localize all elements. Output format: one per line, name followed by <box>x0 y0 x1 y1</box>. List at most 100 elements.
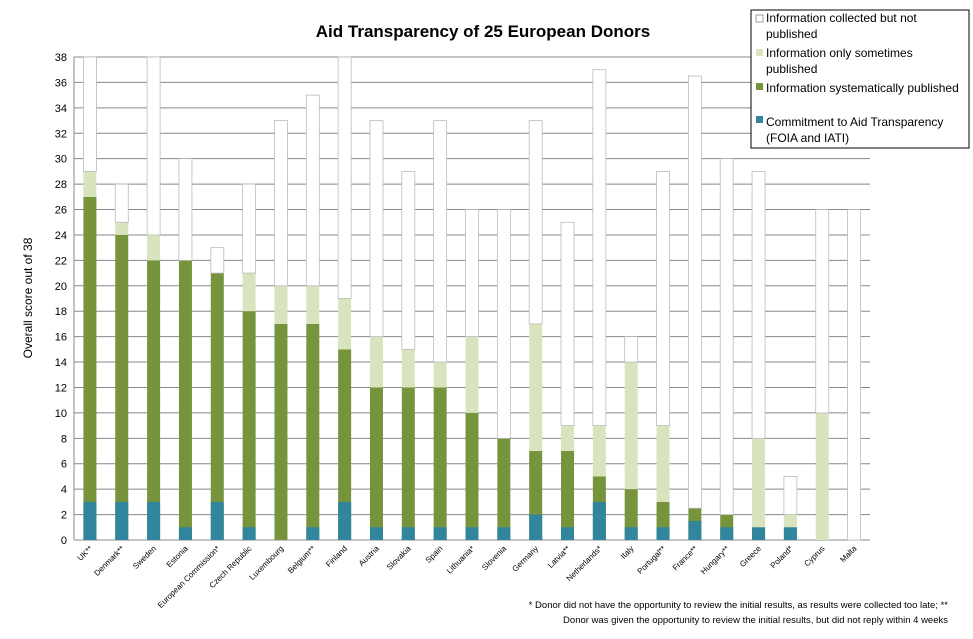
y-tick-label: 10 <box>55 408 67 420</box>
bar-segment-not-published <box>369 120 384 338</box>
bar-segment-not-published <box>114 183 129 223</box>
x-tick-label: Latvia** <box>546 544 572 570</box>
bar-segment-systematic <box>561 451 575 540</box>
bar-segment-commitment <box>752 527 766 540</box>
x-tick-label: Spain <box>424 544 445 565</box>
bar-segment-sometimes <box>752 438 766 528</box>
bar-segment-not-published <box>83 56 97 172</box>
bar-segment-commitment <box>720 527 734 540</box>
bar-segment-sometimes <box>369 336 383 388</box>
bar-segment-commitment <box>433 527 447 540</box>
x-tick-label: Cyprus <box>802 544 826 568</box>
x-tick-label: Germany <box>510 544 540 574</box>
bar-segment-sometimes <box>274 285 288 324</box>
bar-segment-commitment <box>624 527 638 540</box>
bar-segment-commitment <box>401 527 415 540</box>
legend-label: Information collected but not published <box>766 11 917 41</box>
bar-segment-not-published <box>783 476 798 515</box>
footnote-line: * Donor did not have the opportunity to … <box>529 600 949 611</box>
legend-label: Commitment to Aid Transparency (FOIA and … <box>766 115 943 145</box>
y-tick-label: 32 <box>55 128 67 140</box>
bar-segment-commitment <box>369 527 383 540</box>
y-tick-label: 14 <box>55 357 67 369</box>
bar-segment-sometimes <box>147 234 161 261</box>
y-tick-label: 6 <box>61 459 67 471</box>
bar-segment-sometimes <box>242 273 256 312</box>
bar-segment-commitment <box>83 501 97 540</box>
bar-segment-commitment <box>688 520 702 540</box>
legend-box <box>750 9 970 149</box>
y-tick-label: 20 <box>55 281 67 293</box>
bar-segment-not-published <box>305 94 320 287</box>
bar-segment-commitment <box>656 527 670 540</box>
bar-segment-commitment <box>592 501 606 540</box>
x-tick-label: Greece <box>738 544 763 569</box>
y-tick-label: 2 <box>61 510 67 522</box>
bar-segment-not-published <box>210 247 225 274</box>
legend-swatch <box>755 14 764 23</box>
bar-segment-systematic <box>433 387 447 540</box>
bar-segment-not-published <box>178 158 193 261</box>
y-tick-label: 38 <box>55 52 67 64</box>
bar-segment-sometimes <box>783 514 797 528</box>
bar-segment-sometimes <box>306 285 320 324</box>
bar-segment-not-published <box>242 183 257 274</box>
chart-title: Aid Transparency of 25 European Donors <box>316 22 650 41</box>
bar-segment-commitment <box>497 527 511 540</box>
bar-segment-not-published <box>337 56 352 299</box>
bar-segment-commitment <box>210 501 224 540</box>
bar-segment-not-published <box>592 69 607 427</box>
x-tick-label: Slovakia <box>385 544 413 572</box>
y-axis-label: Overall score out of 38 <box>21 237 35 358</box>
bar-segment-not-published <box>274 120 288 287</box>
bar-segment-systematic <box>83 196 97 540</box>
bar-segment-sometimes <box>815 412 829 540</box>
bar-segment-not-published <box>687 75 702 509</box>
x-tick-label: European Commission* <box>156 544 222 610</box>
y-tick-label: 26 <box>55 205 67 217</box>
x-tick-label: Malta <box>838 544 859 565</box>
bar-segment-not-published <box>624 336 639 363</box>
bar-segment-not-published <box>433 120 448 363</box>
bar-segment-not-published <box>751 170 766 439</box>
bar-segment-systematic <box>274 323 288 540</box>
bar-segment-commitment <box>178 527 192 540</box>
bar-segment-systematic <box>338 349 352 540</box>
footnote: * Donor did not have the opportunity to … <box>529 600 949 626</box>
bar-segment-commitment <box>783 527 797 540</box>
bar-segment-not-published <box>496 209 511 439</box>
bar-segment-not-published <box>719 158 734 515</box>
bar-segment-systematic <box>115 234 129 540</box>
bar-segment-sometimes <box>433 362 447 388</box>
bar-segment-not-published <box>401 170 416 350</box>
bar-segment-sometimes <box>465 336 479 413</box>
bar-segment-systematic <box>242 311 256 540</box>
bar-segment-systematic <box>210 273 224 540</box>
bar-segment-commitment <box>306 527 320 540</box>
x-tick-label: UK** <box>76 544 95 563</box>
bar-segment-not-published <box>465 209 479 338</box>
bar-segment-sometimes <box>592 425 606 477</box>
bar-segment-commitment <box>115 501 129 540</box>
bar-segment-sometimes <box>656 425 670 502</box>
x-tick-label: Finland <box>324 544 349 569</box>
x-tick-label: Denmark** <box>92 544 126 578</box>
bar-segment-sometimes <box>529 323 543 452</box>
x-tick-label: Italy <box>619 544 636 561</box>
x-tick-label: Slovenia <box>480 544 508 572</box>
x-tick-label: Estonia <box>165 544 191 570</box>
x-tick-label: Sweden <box>131 544 158 571</box>
y-tick-label: 8 <box>61 433 67 445</box>
bar-segment-sometimes <box>561 425 575 452</box>
bar-segment-commitment <box>561 527 575 540</box>
y-tick-label: 30 <box>55 154 67 166</box>
bar-segment-not-published <box>815 209 830 414</box>
y-tick-label: 16 <box>55 332 67 344</box>
y-tick-label: 22 <box>55 255 67 267</box>
bar-segment-commitment <box>465 527 479 540</box>
bar-segment-commitment <box>242 527 256 540</box>
y-tick-label: 28 <box>55 179 67 191</box>
bar-segment-systematic <box>401 387 415 540</box>
